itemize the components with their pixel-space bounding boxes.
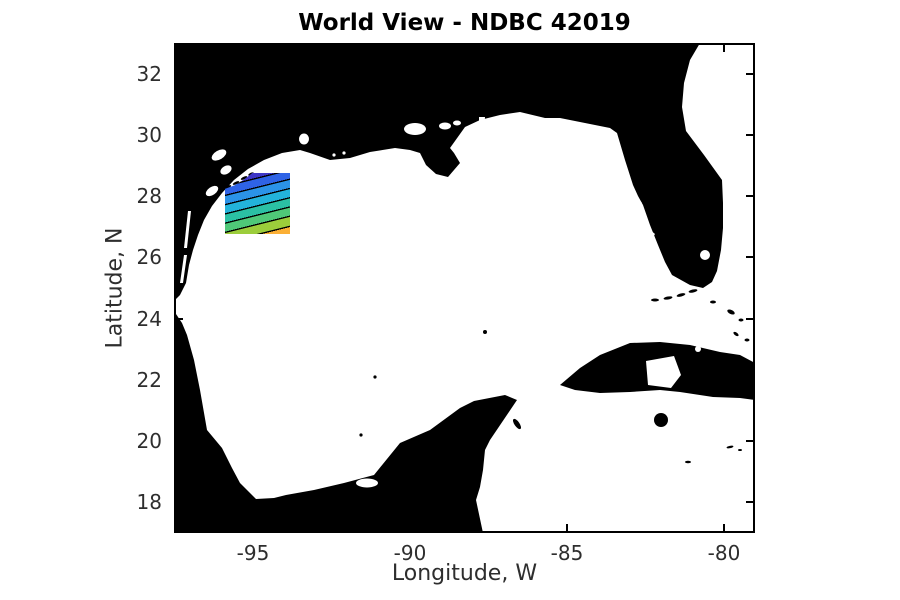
cuba-coast-notch bbox=[695, 346, 701, 352]
x-tick-mark bbox=[252, 524, 254, 531]
y-tick-label: 28 bbox=[136, 184, 162, 208]
y-tick-label: 32 bbox=[136, 62, 162, 86]
x-tick-mark-top bbox=[409, 45, 411, 52]
texas-coast-dash bbox=[224, 185, 232, 189]
y-tick-label: 22 bbox=[136, 368, 162, 392]
texas-coast-dash-3 bbox=[240, 176, 248, 180]
y-tick-mark bbox=[176, 501, 183, 503]
texas-coast-dash-2 bbox=[232, 181, 240, 185]
pensacola-bay bbox=[506, 120, 516, 126]
cayman-islet-3 bbox=[738, 449, 742, 451]
islands bbox=[224, 172, 750, 464]
san-antonio-bay bbox=[220, 165, 232, 175]
mobile-bay bbox=[479, 117, 485, 129]
lake-pontchartrain bbox=[404, 123, 426, 135]
y-tick-mark-right bbox=[746, 379, 753, 381]
alacranes-reef bbox=[373, 375, 377, 379]
florida-keys-3 bbox=[663, 296, 673, 300]
y-tick-mark bbox=[176, 73, 183, 75]
bahamas-islet-3 bbox=[738, 318, 744, 322]
x-tick-mark bbox=[723, 524, 725, 531]
florida-keys-2 bbox=[676, 293, 686, 297]
gulf-water bbox=[174, 43, 755, 533]
y-tick-mark-right bbox=[746, 195, 753, 197]
galveston-bay bbox=[299, 133, 309, 145]
lake-okeechobee bbox=[700, 250, 710, 260]
cayman-islet bbox=[685, 460, 691, 464]
y-tick-mark-right bbox=[746, 318, 753, 320]
y-tick-mark-right bbox=[746, 134, 753, 136]
y-tick-mark bbox=[176, 134, 183, 136]
x-tick-mark-top bbox=[723, 45, 725, 52]
bahamas-islet bbox=[710, 300, 716, 304]
laguna-madre-sliver-2 bbox=[180, 255, 187, 283]
y-tick-label: 18 bbox=[136, 490, 162, 514]
bahamas-islet-4 bbox=[733, 331, 739, 337]
y-tick-mark bbox=[176, 440, 183, 442]
cayo-arcas-reef bbox=[359, 433, 363, 437]
apalachicola-bay bbox=[538, 119, 555, 125]
tampa-bay bbox=[632, 194, 642, 206]
isla-de-la-juventud bbox=[654, 413, 668, 427]
campeche-bank-reef bbox=[483, 330, 487, 334]
florida-keys-4 bbox=[651, 298, 659, 302]
corpus-christi-bay bbox=[205, 185, 219, 197]
plot-area bbox=[174, 43, 755, 533]
atchafalaya-lakes bbox=[439, 122, 451, 130]
charlotte-harbor bbox=[648, 229, 655, 239]
y-tick-mark bbox=[176, 379, 183, 381]
y-axis-label: Latitude, N bbox=[102, 227, 128, 349]
inland-waters bbox=[180, 117, 710, 488]
laguna-madre-sliver bbox=[184, 211, 191, 248]
y-tick-mark-right bbox=[746, 73, 753, 75]
cayman-islet-2 bbox=[726, 445, 734, 449]
y-tick-mark bbox=[176, 318, 183, 320]
bahamas-islet-5 bbox=[744, 338, 750, 342]
gulf-of-mexico-map bbox=[174, 43, 755, 533]
x-tick-mark-top bbox=[566, 45, 568, 52]
sabine-lake bbox=[342, 151, 346, 155]
x-tick-mark bbox=[566, 524, 568, 531]
plot-title: World View - NDBC 42019 bbox=[298, 10, 631, 36]
matagorda-bay bbox=[211, 149, 227, 161]
y-tick-label: 30 bbox=[136, 123, 162, 147]
y-tick-mark-right bbox=[746, 501, 753, 503]
y-tick-mark-right bbox=[746, 440, 753, 442]
bahamas-islet-2 bbox=[727, 309, 735, 315]
calcasieu-lake bbox=[332, 153, 336, 157]
y-tick-mark bbox=[176, 195, 183, 197]
laguna-de-terminos bbox=[356, 478, 378, 488]
y-tick-mark-right bbox=[746, 256, 753, 258]
gulf-of-batabano bbox=[646, 356, 681, 388]
florida-keys bbox=[688, 289, 698, 293]
y-tick-mark bbox=[176, 256, 183, 258]
x-axis-label: Longitude, W bbox=[391, 561, 538, 586]
x-tick-mark-top bbox=[252, 45, 254, 52]
biloxi-marsh-lake bbox=[453, 120, 461, 126]
y-tick-label: 20 bbox=[136, 429, 162, 453]
cozumel-island bbox=[512, 418, 522, 430]
x-tick-mark bbox=[409, 524, 411, 531]
